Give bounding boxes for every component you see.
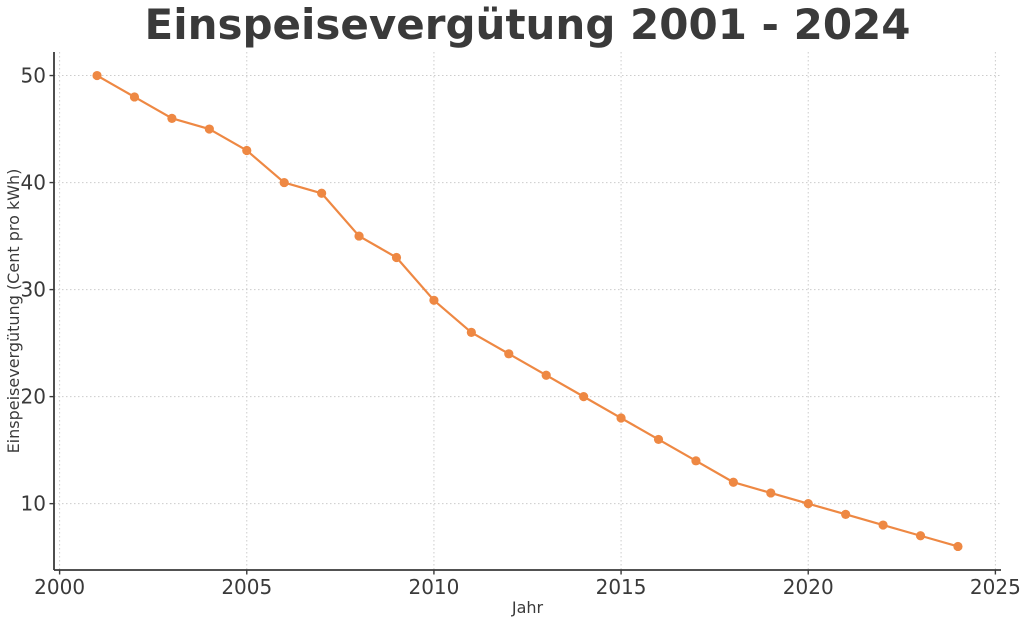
x-tick-label: 2010 xyxy=(408,575,459,599)
data-point xyxy=(766,488,776,498)
data-point xyxy=(653,434,664,445)
x-tick-label: 2020 xyxy=(783,575,834,599)
data-point xyxy=(129,92,140,102)
data-point xyxy=(167,113,177,123)
data-point xyxy=(579,392,589,402)
x-tick-label: 2025 xyxy=(970,575,1021,599)
y-tick-label: 20 xyxy=(21,385,46,409)
data-point xyxy=(541,370,551,380)
data-point xyxy=(242,145,252,156)
y-tick-label: 50 xyxy=(21,64,46,88)
data-point xyxy=(691,456,701,466)
data-point xyxy=(354,231,364,241)
data-point xyxy=(391,252,402,263)
data-point xyxy=(466,327,476,338)
x-tick-label: 2005 xyxy=(221,575,272,599)
x-tick-label: 2015 xyxy=(596,575,647,599)
data-point xyxy=(204,124,214,134)
data-point xyxy=(429,295,439,305)
data-point xyxy=(616,413,626,423)
data-point xyxy=(915,531,926,541)
y-tick-label: 40 xyxy=(21,171,46,195)
data-point xyxy=(878,520,888,530)
data-point xyxy=(317,188,327,198)
data-point xyxy=(504,349,514,359)
data-point xyxy=(92,70,102,81)
y-tick-label: 30 xyxy=(21,278,46,302)
data-point xyxy=(279,177,289,188)
x-tick-label: 2000 xyxy=(34,575,85,599)
data-line xyxy=(95,74,960,548)
data-point xyxy=(728,477,738,487)
y-axis-label: Einspeisevergütung (Cent pro kWh) xyxy=(4,169,23,454)
data-point xyxy=(953,541,963,552)
data-point xyxy=(841,509,851,519)
y-tick-label: 10 xyxy=(21,492,46,516)
data-point xyxy=(803,499,813,509)
chart-title: Einspeisevergütung 2001 - 2024 xyxy=(144,0,911,49)
x-axis-label: Jahr xyxy=(511,598,544,617)
